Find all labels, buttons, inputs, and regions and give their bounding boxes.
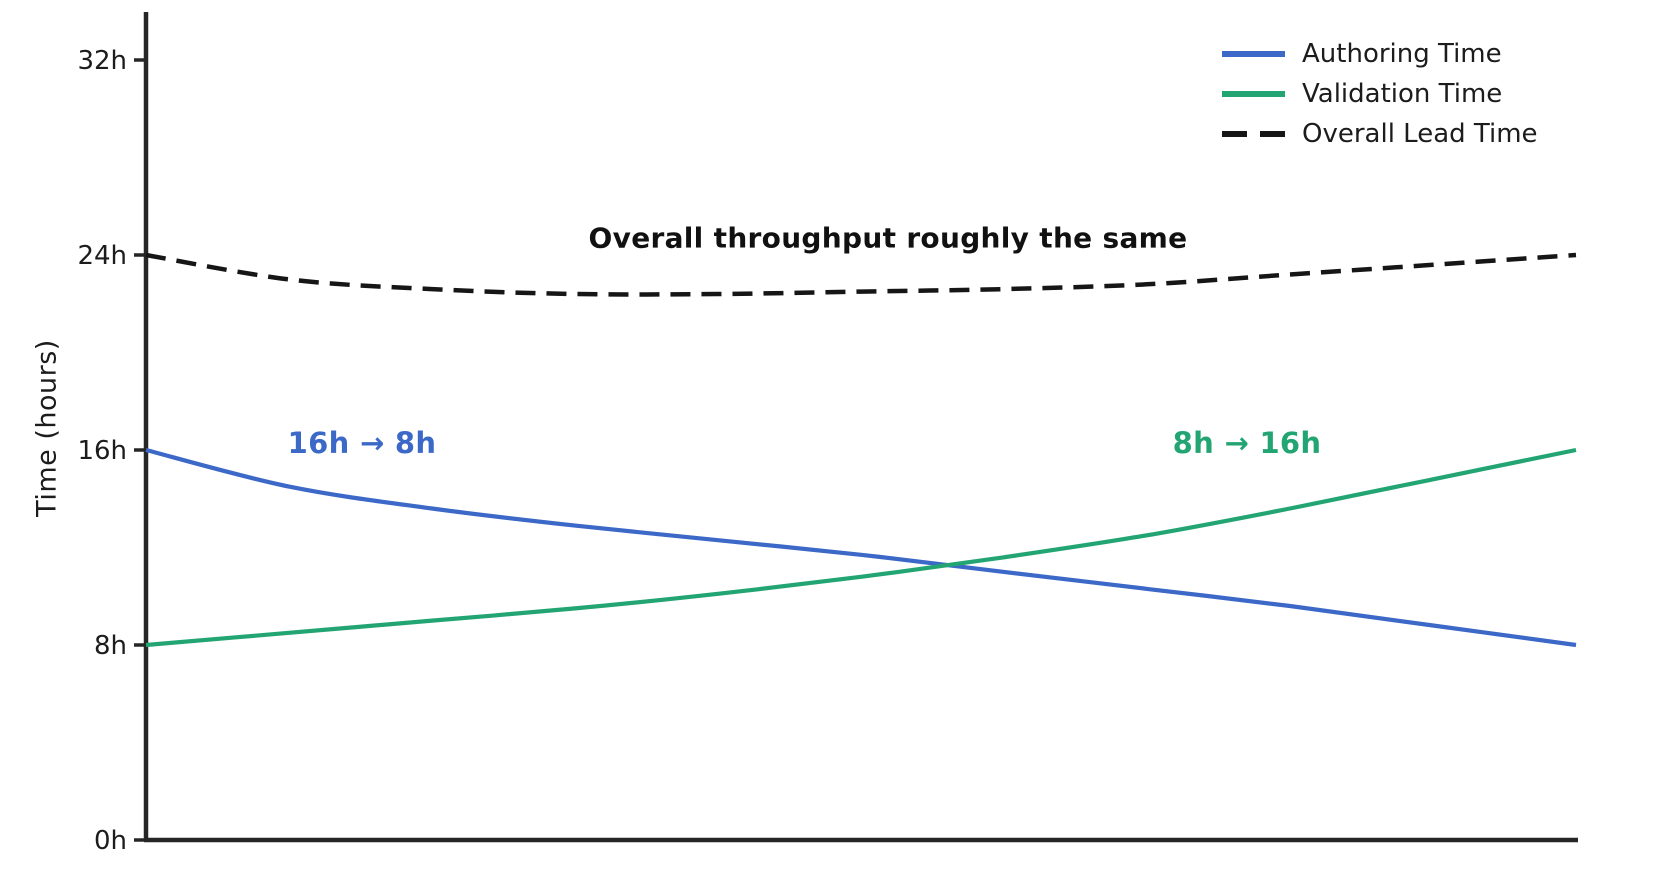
legend-swatch-validation-time (1222, 91, 1285, 97)
y-tick-label: 16h (77, 436, 127, 466)
legend-swatch-overall-lead-time (1222, 131, 1285, 137)
y-tick-label: 0h (94, 826, 127, 856)
legend-label-authoring-time: Authoring Time (1302, 39, 1502, 69)
series-line-authoring-time (145, 447, 1577, 648)
legend: Authoring Time Validation Time Overall Lea… (1222, 34, 1538, 154)
y-tick-label: 24h (77, 241, 127, 271)
annotation-validation-change: 8h → 16h (1172, 426, 1322, 460)
legend-item-authoring-time: Authoring Time (1222, 34, 1538, 74)
annotation-authoring-change: 16h → 8h (287, 426, 437, 460)
y-axis-title: Time (hours) (31, 339, 63, 517)
series-line-validation-time (145, 447, 1577, 648)
legend-item-overall-lead-time: Overall Lead Time (1222, 114, 1538, 154)
legend-item-validation-time: Validation Time (1222, 74, 1538, 114)
y-tick-label: 8h (94, 631, 127, 661)
legend-label-validation-time: Validation Time (1302, 79, 1503, 109)
series-line-overall-lead-time (145, 252, 1577, 297)
y-tick-label: 32h (77, 46, 127, 76)
legend-label-overall-lead-time: Overall Lead Time (1302, 119, 1538, 149)
legend-swatch-authoring-time (1222, 51, 1285, 57)
annotation-overall-throughput: Overall throughput roughly the same (588, 221, 1188, 255)
